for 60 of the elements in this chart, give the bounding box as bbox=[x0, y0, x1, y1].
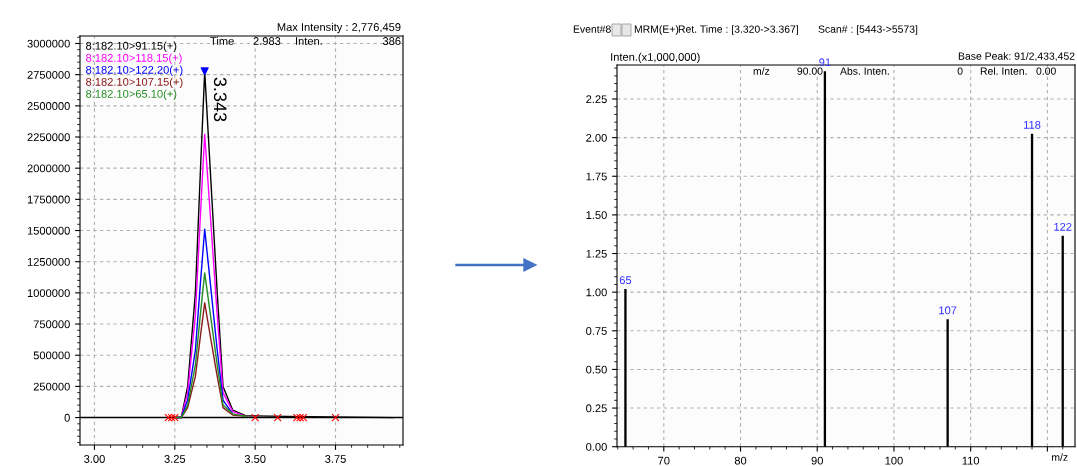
annotation: 386 bbox=[382, 37, 401, 45]
x-tick-label: 90 bbox=[811, 456, 823, 465]
annotation: 118 bbox=[1024, 120, 1041, 129]
annotation: 3.343 bbox=[213, 77, 227, 122]
text: 8:182.10>118.15(+) bbox=[86, 53, 182, 64]
y-tick-label: 1250000 bbox=[27, 257, 70, 266]
text: 8:182.10>91.15(+) bbox=[86, 41, 177, 52]
x-tick-label: 3.25 bbox=[164, 455, 186, 463]
annotation: 122 bbox=[1054, 222, 1072, 231]
annotation: 0.00 bbox=[1036, 67, 1056, 75]
annotation: Abs. Inten. bbox=[840, 67, 889, 75]
y-tick-label: 1000000 bbox=[27, 289, 70, 298]
text: Max Intensity : 2,776,459 bbox=[277, 22, 401, 34]
text: 8:182.10>65.10(+) bbox=[86, 89, 177, 101]
y-tick-label: 2500000 bbox=[27, 102, 70, 110]
y-tick-label: 2.25 bbox=[586, 95, 607, 104]
annotation: 90.00 bbox=[797, 67, 823, 75]
annotation: Time bbox=[210, 36, 234, 45]
y-tick-label: 2250000 bbox=[27, 133, 70, 142]
y-tick-label: 1.25 bbox=[586, 249, 607, 258]
y-tick-label: 250000 bbox=[33, 382, 70, 391]
annotation: 107 bbox=[939, 306, 957, 315]
x-tick-label: 70 bbox=[658, 456, 670, 465]
y-tick-label: 0.00 bbox=[586, 442, 607, 451]
y-tick-label: 2.00 bbox=[586, 133, 607, 142]
y-tick-label: 1500000 bbox=[27, 226, 70, 235]
text: Base Peak: 91/2,433,452 bbox=[958, 52, 1075, 62]
y-tick-label: 750000 bbox=[33, 320, 70, 329]
x-tick-label: 80 bbox=[734, 456, 747, 465]
text: 8:182.10>122.20(+) bbox=[86, 65, 183, 76]
annotation: 2.983 bbox=[253, 37, 281, 45]
y-tick-label: 1.50 bbox=[586, 211, 607, 220]
annotation: Rel. Inten. bbox=[980, 67, 1027, 75]
y-tick-label: 2000000 bbox=[27, 164, 70, 173]
text: Ret. Time : [3.320->3.367] bbox=[678, 25, 798, 35]
y-tick-label: 0.75 bbox=[586, 327, 607, 335]
text: MRM(E+) bbox=[634, 25, 679, 35]
annotation: m/z bbox=[753, 67, 770, 75]
x-tick-label: 110 bbox=[962, 456, 980, 465]
y-tick-label: 1.75 bbox=[586, 172, 607, 181]
x-tick-label: 3.00 bbox=[84, 455, 105, 463]
y-tick-label: 0 bbox=[64, 413, 70, 422]
y-tick-label: 1.00 bbox=[586, 288, 607, 297]
y-axis-title: Inten.(x1,000,000) bbox=[611, 52, 700, 64]
x-tick-label: 3.50 bbox=[244, 455, 266, 463]
y-tick-label: 0.25 bbox=[586, 404, 607, 413]
annotation: 65 bbox=[619, 276, 632, 285]
y-tick-label: 2750000 bbox=[27, 70, 70, 79]
annotation: 0 bbox=[957, 67, 963, 75]
y-tick-label: 500000 bbox=[33, 351, 70, 360]
text: 8:182.10>107.15(+) bbox=[86, 77, 183, 88]
text: Scan# : [5443->5573] bbox=[818, 25, 918, 35]
y-tick-label: 1750000 bbox=[27, 195, 70, 204]
x-tick-label: 3.75 bbox=[325, 455, 346, 463]
y-tick-label: 3000000 bbox=[27, 39, 70, 48]
annotation: Inten. bbox=[296, 37, 322, 45]
text: Event#8 bbox=[573, 25, 611, 33]
y-tick-label: 0.50 bbox=[586, 365, 607, 374]
x-axis-title: m/z bbox=[1052, 453, 1068, 461]
x-tick-label: 100 bbox=[885, 456, 903, 465]
